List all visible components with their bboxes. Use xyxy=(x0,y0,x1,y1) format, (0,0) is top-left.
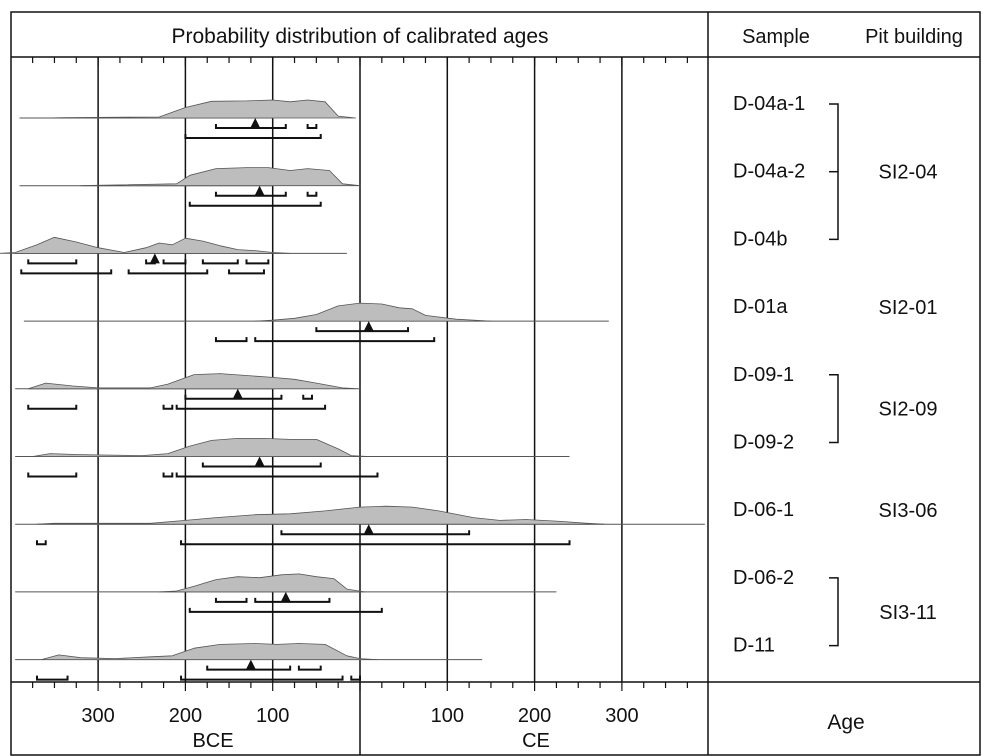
pit-building-label: SI2-04 xyxy=(879,162,938,184)
pit-building-label: SI2-01 xyxy=(879,297,938,319)
sample-label: D-09-1 xyxy=(733,364,794,386)
probability-distribution xyxy=(32,438,370,457)
probability-distribution xyxy=(0,236,291,254)
two-sigma-range xyxy=(214,337,248,343)
two-sigma-range xyxy=(228,269,265,275)
sample-row xyxy=(0,236,347,275)
median-marker xyxy=(363,524,374,535)
tick-label: 100 xyxy=(431,705,464,727)
axis-ticks xyxy=(32,57,688,691)
two-sigma-range xyxy=(162,472,174,478)
sample-labels: D-04a-1 D-04a-2 D-04b D-01a D-09-1 D-09-2 D-06… xyxy=(733,93,937,657)
sample-row xyxy=(15,643,483,681)
tick-label: 300 xyxy=(605,705,638,727)
one-sigma-range xyxy=(280,530,471,536)
group-bracket xyxy=(829,374,839,444)
probability-distribution xyxy=(27,373,361,390)
median-marker xyxy=(363,321,374,332)
sample-label: D-09-2 xyxy=(733,432,794,454)
sample-label: D-04a-1 xyxy=(733,93,805,115)
two-sigma-range xyxy=(350,675,361,681)
median-marker xyxy=(250,118,261,128)
one-sigma-range xyxy=(254,597,331,603)
two-sigma-range xyxy=(20,269,113,275)
one-sigma-range xyxy=(306,191,318,197)
sample-row xyxy=(23,302,609,343)
median-marker xyxy=(245,659,256,670)
pit-building-column-header: Pit building xyxy=(865,26,963,48)
one-sigma-range xyxy=(201,259,239,265)
one-sigma-range xyxy=(302,394,313,400)
tick-label: 200 xyxy=(169,705,202,727)
two-sigma-range xyxy=(188,201,322,207)
probability-distribution xyxy=(254,302,492,322)
median-marker xyxy=(149,253,160,264)
pit-building-label: SI3-11 xyxy=(879,602,936,624)
two-sigma-range xyxy=(175,472,379,478)
tick-label: 200 xyxy=(518,705,551,727)
pit-building-label: SI3-06 xyxy=(879,500,938,522)
pit-building-label: SI2-09 xyxy=(879,399,938,421)
one-sigma-range xyxy=(245,259,270,265)
sample-label: D-04b xyxy=(733,228,787,250)
median-marker xyxy=(232,388,243,399)
tick-label: 300 xyxy=(81,705,114,727)
figure-frame xyxy=(10,11,981,756)
tick-label: 100 xyxy=(256,705,289,727)
probability-distribution xyxy=(80,167,361,187)
two-sigma-range xyxy=(127,269,209,275)
sample-row xyxy=(19,99,357,139)
two-sigma-range xyxy=(162,404,174,410)
sample-label: D-06-1 xyxy=(733,499,794,521)
median-marker xyxy=(280,591,291,602)
gridlines xyxy=(97,57,623,682)
two-sigma-range xyxy=(188,607,383,613)
one-sigma-range xyxy=(162,259,187,265)
sample-row xyxy=(19,167,361,207)
two-sigma-range xyxy=(175,404,327,410)
two-sigma-range xyxy=(27,472,78,478)
chart-title: Probability distribution of calibrated a… xyxy=(171,25,548,48)
sample-row xyxy=(15,438,570,478)
two-sigma-range xyxy=(180,540,571,546)
group-bracket xyxy=(829,577,839,647)
sample-column-header: Sample xyxy=(742,26,810,48)
two-sigma-range xyxy=(184,134,322,139)
probability-distribution xyxy=(45,99,357,119)
sample-row xyxy=(15,573,557,613)
two-sigma-range xyxy=(27,404,78,410)
x-axis-unit-ce: CE xyxy=(522,730,550,752)
sample-label: D-06-2 xyxy=(733,567,794,589)
sample-rows xyxy=(0,99,705,681)
two-sigma-range xyxy=(180,675,344,681)
one-sigma-range xyxy=(315,327,410,333)
two-sigma-range xyxy=(35,540,47,546)
x-axis-title: Age xyxy=(827,711,864,734)
one-sigma-range xyxy=(306,124,318,129)
median-marker xyxy=(254,456,265,467)
one-sigma-range xyxy=(297,665,322,671)
sample-row xyxy=(15,505,705,546)
x-axis-unit-bce: BCE xyxy=(192,730,233,752)
probability-distribution xyxy=(40,643,378,660)
tick-labels: 300 200 100 100 200 300 xyxy=(81,705,638,727)
probability-distribution xyxy=(158,573,365,593)
probability-distribution xyxy=(36,505,605,525)
sample-row xyxy=(15,373,361,410)
two-sigma-range xyxy=(35,675,69,681)
two-sigma-range xyxy=(254,337,436,343)
sample-label: D-11 xyxy=(733,635,775,657)
one-sigma-range xyxy=(214,191,287,197)
median-marker xyxy=(254,185,265,196)
one-sigma-range xyxy=(214,597,248,603)
sample-label: D-04a-2 xyxy=(733,161,805,183)
sample-label: D-01a xyxy=(733,296,788,318)
one-sigma-range xyxy=(27,259,78,265)
